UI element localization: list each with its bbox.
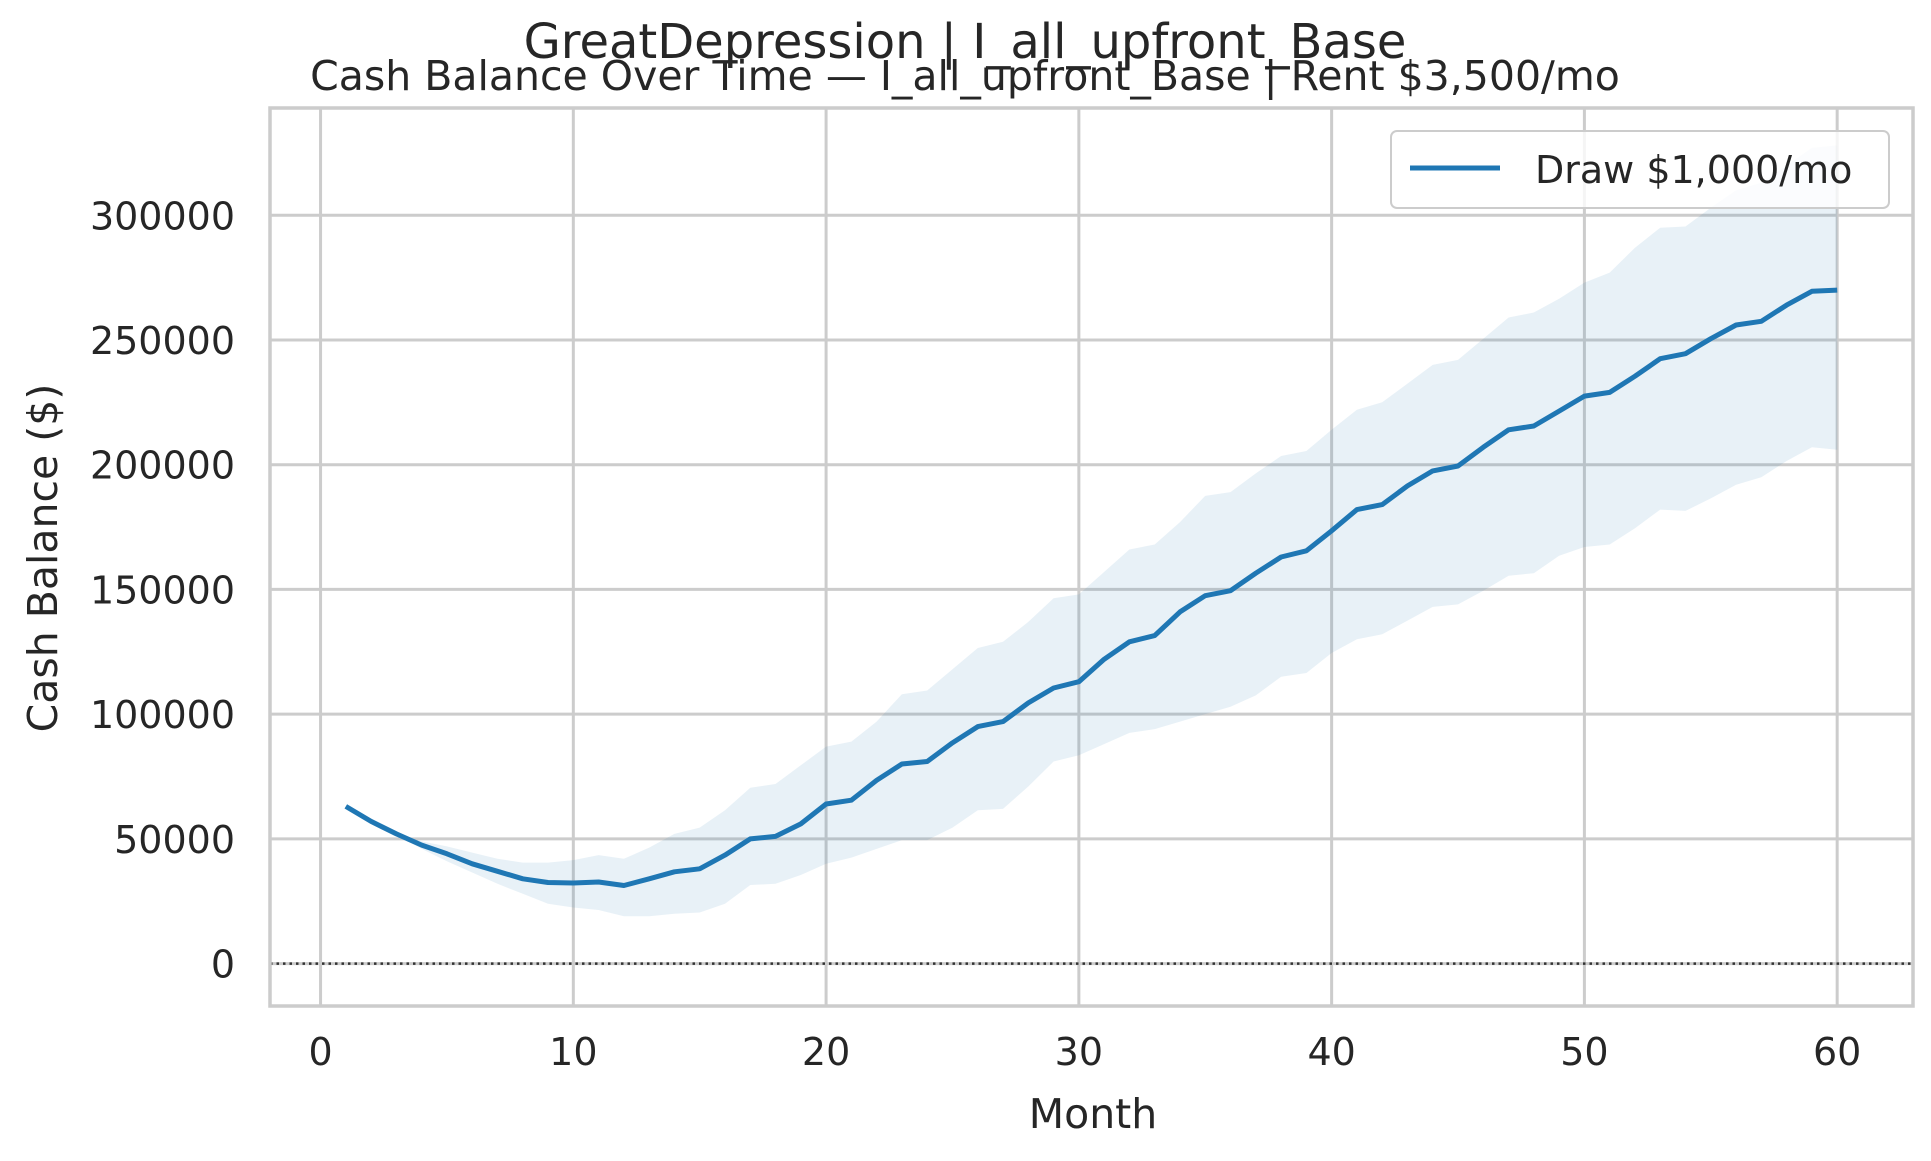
confidence-band-group	[345, 145, 1838, 917]
legend: Draw $1,000/mo	[1390, 130, 1890, 209]
x-tick-label: 20	[802, 1030, 850, 1074]
chart-title: Cash Balance Over Time — I_all_upfront_B…	[310, 52, 1620, 100]
x-tick-label: 10	[549, 1030, 597, 1074]
y-tick-label: 100000	[90, 693, 235, 737]
y-tick-label: 250000	[90, 319, 235, 363]
series-line	[344, 287, 1838, 888]
x-tick-label: 0	[308, 1030, 332, 1074]
y-tick-label: 300000	[90, 194, 235, 238]
x-tick-label: 30	[1055, 1030, 1103, 1074]
x-axis-label: Month	[1029, 1090, 1158, 1138]
y-tick-label: 50000	[114, 818, 235, 862]
x-tick-label: 40	[1307, 1030, 1355, 1074]
series-line-group	[344, 287, 1838, 888]
x-tick-label: 60	[1813, 1030, 1861, 1074]
confidence-band	[345, 145, 1838, 917]
y-tick-label: 150000	[90, 568, 235, 612]
plot-frame	[268, 106, 1915, 1008]
figure-suptitle: GreatDepression | I_all_upfront_Base	[524, 14, 1407, 70]
legend-box	[1390, 130, 1890, 209]
y-axis-label: Cash Balance ($)	[19, 384, 67, 733]
y-tick-label: 200000	[90, 444, 235, 488]
y-tick-labels: 0 50000 100000 150000 200000 250000 300000	[90, 194, 235, 986]
x-tick-labels: 0 10 20 30 40 50 60	[308, 1030, 1861, 1074]
x-tick-label: 50	[1560, 1030, 1608, 1074]
legend-label: Draw $1,000/mo	[1535, 148, 1852, 192]
y-tick-label: 0	[211, 943, 235, 987]
